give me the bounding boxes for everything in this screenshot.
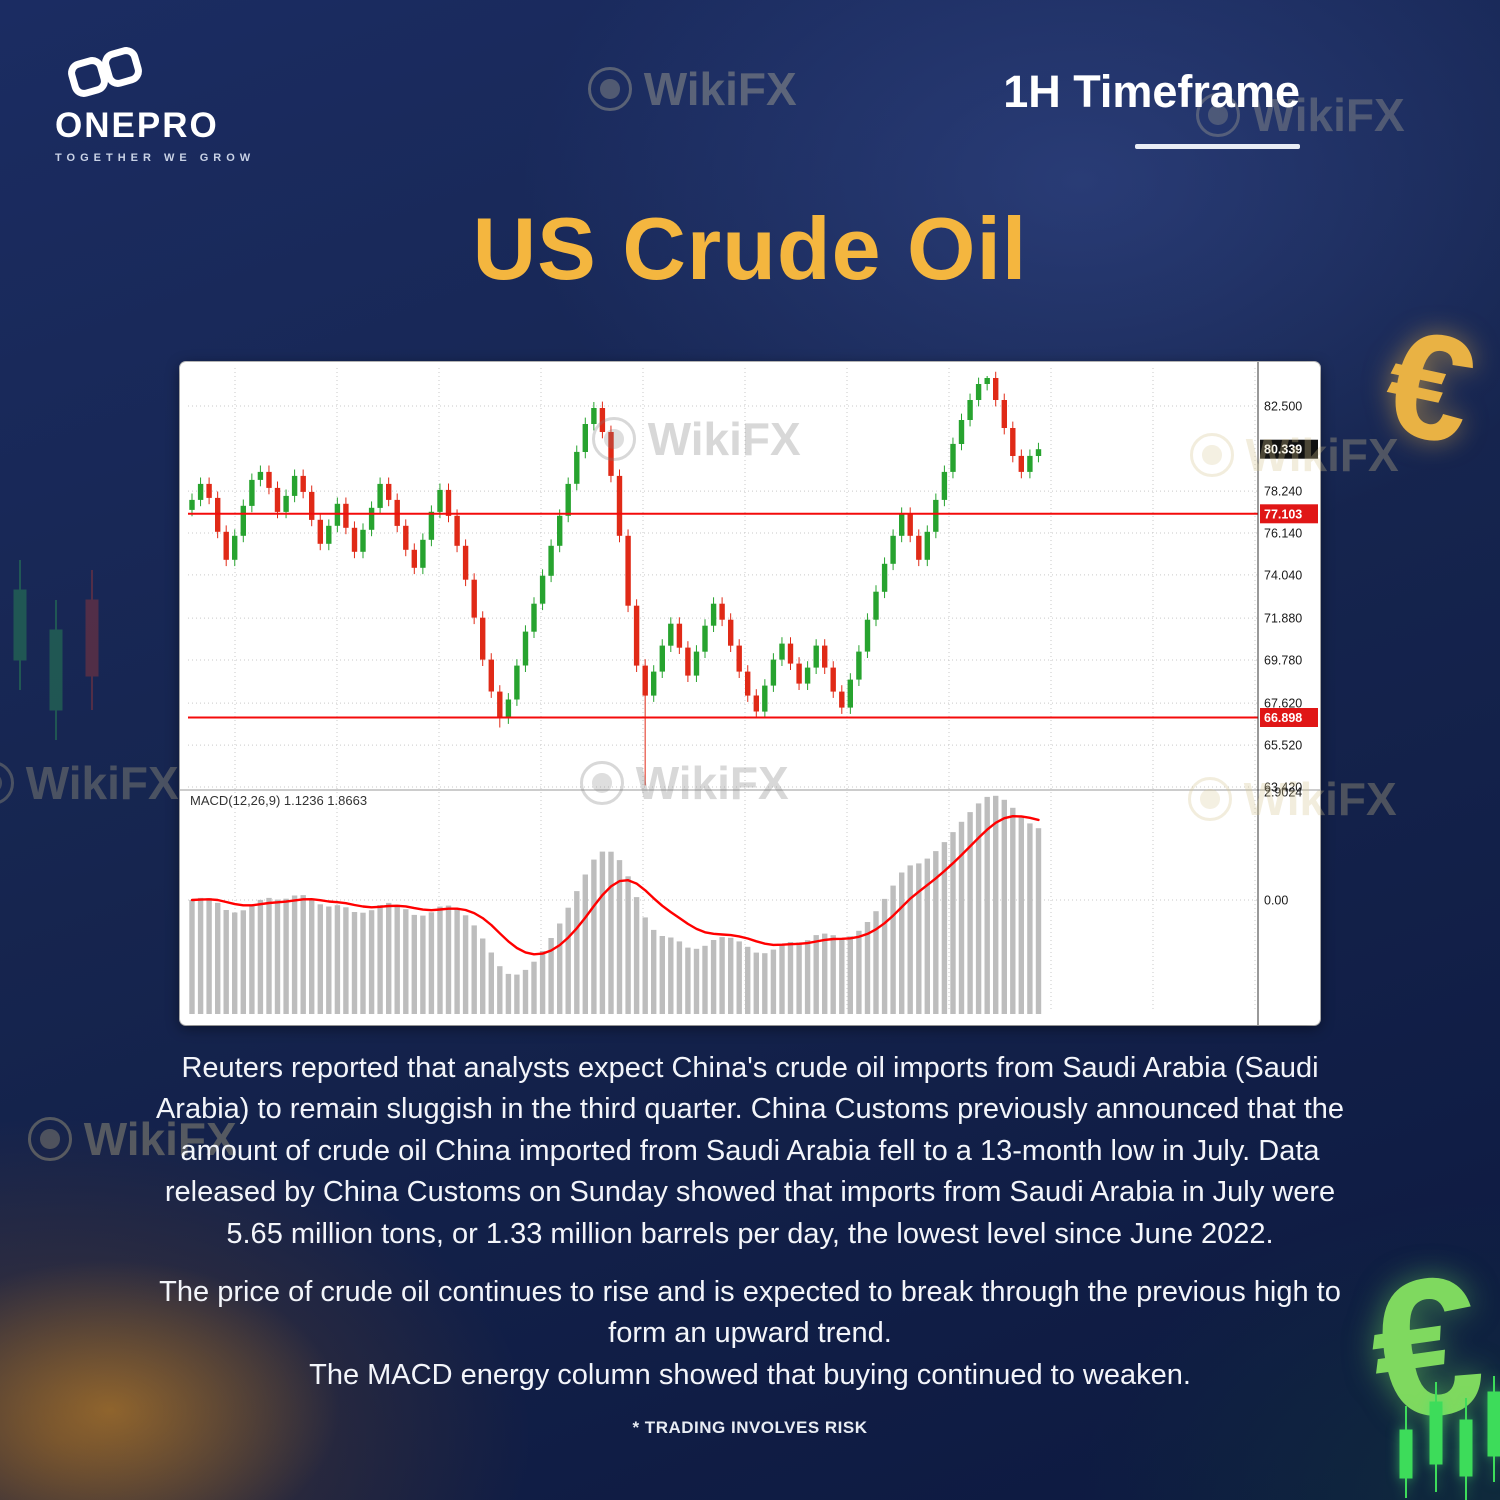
price-chart-card: 82.500 78.240 76.140 74.040 71.880 69.780 67.6… bbox=[180, 362, 1320, 1025]
svg-text:65.520: 65.520 bbox=[1264, 739, 1302, 753]
macd-indicator-label: MACD(12,26,9) 1.1236 1.8663 bbox=[190, 793, 368, 808]
risk-disclaimer: * TRADING INVOLVES RISK bbox=[632, 1418, 868, 1437]
svg-text:71.880: 71.880 bbox=[1264, 612, 1302, 626]
analysis-paragraphs: The price of crude oil continues to rise… bbox=[155, 1272, 1345, 1396]
svg-text:74.040: 74.040 bbox=[1264, 568, 1302, 582]
timeframe-underline bbox=[1135, 144, 1300, 149]
analysis-paragraph-1: The price of crude oil continues to rise… bbox=[159, 1276, 1341, 1350]
analysis-paragraph-2: The MACD energy column showed that buyin… bbox=[309, 1358, 1191, 1391]
wikifx-watermark-label: WikiFX bbox=[643, 63, 797, 115]
wikifx-logo-icon bbox=[28, 1117, 72, 1161]
price-chart: 82.500 78.240 76.140 74.040 71.880 69.780 67.6… bbox=[180, 362, 1320, 1025]
svg-text:69.780: 69.780 bbox=[1264, 654, 1302, 668]
svg-text:63.420: 63.420 bbox=[1264, 781, 1302, 795]
wikifx-watermark-label: WikiFX bbox=[25, 757, 179, 809]
svg-text:67.620: 67.620 bbox=[1264, 697, 1302, 711]
wikifx-logo-icon bbox=[0, 761, 14, 805]
candlestick-decoration-left bbox=[13, 560, 99, 740]
svg-text:78.240: 78.240 bbox=[1264, 485, 1302, 499]
onepro-logo-icon bbox=[68, 47, 142, 97]
wikifx-watermark: WikiFX bbox=[588, 62, 797, 116]
page-title: US Crude Oil bbox=[472, 199, 1028, 298]
brand-name: ONEPRO bbox=[55, 106, 219, 145]
wikifx-watermark: WikiFX bbox=[0, 756, 179, 810]
svg-text:82.500: 82.500 bbox=[1264, 400, 1302, 414]
timeframe-label: 1H Timeframe bbox=[1003, 66, 1300, 117]
svg-text:0.00: 0.00 bbox=[1264, 894, 1288, 908]
svg-text:76.140: 76.140 bbox=[1264, 527, 1302, 541]
svg-text:66.898: 66.898 bbox=[1264, 711, 1302, 725]
svg-text:2.9024: 2.9024 bbox=[1264, 786, 1302, 800]
onepro-logo: ONEPRO TOGETHER WE GROW bbox=[55, 44, 275, 164]
brand-tagline: TOGETHER WE GROW bbox=[55, 152, 256, 164]
euro-gold-icon: € bbox=[1371, 295, 1489, 477]
svg-text:80.339: 80.339 bbox=[1264, 443, 1302, 457]
svg-text:77.103: 77.103 bbox=[1264, 507, 1302, 521]
wikifx-logo-icon bbox=[588, 67, 632, 111]
timeframe-header: 1H Timeframe bbox=[1003, 66, 1300, 149]
news-paragraph: Reuters reported that analysts expect Ch… bbox=[155, 1052, 1345, 1250]
